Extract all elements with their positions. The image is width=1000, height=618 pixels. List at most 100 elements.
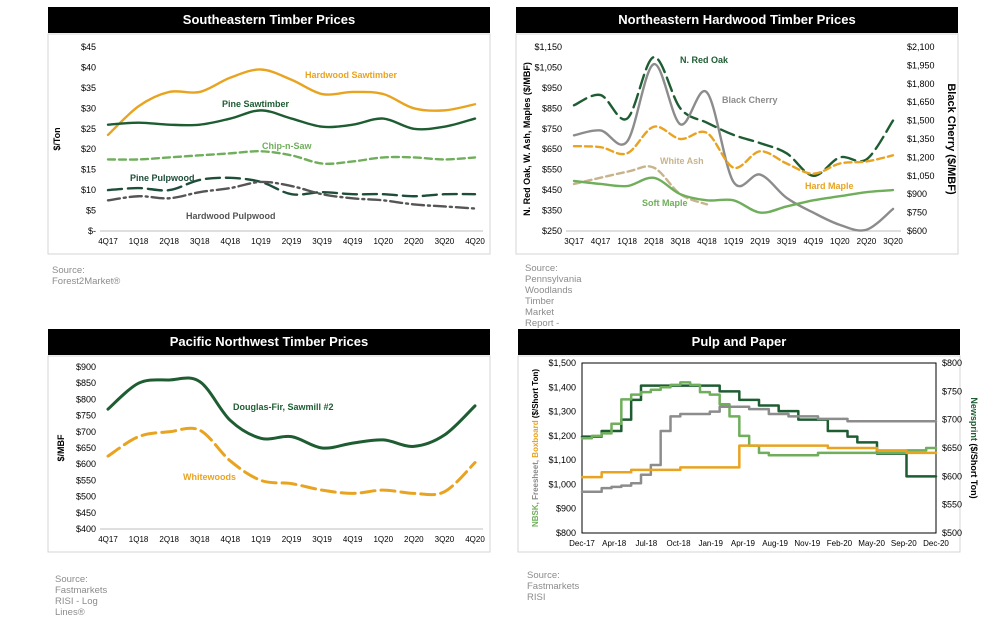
y-tick-label: $450 bbox=[76, 508, 96, 518]
series-line-hard-maple bbox=[572, 125, 895, 175]
series-line-whitewoods bbox=[106, 426, 477, 497]
x-tick-label: Dec-17 bbox=[569, 539, 595, 548]
y-tick-label: $- bbox=[88, 226, 96, 236]
y-axis-label-part: ($/Short Ton) bbox=[531, 369, 540, 421]
x-tick-label: 3Q20 bbox=[435, 237, 455, 246]
series-line-douglas-fir-sawmill-2 bbox=[106, 376, 477, 450]
y-tick-label: $800 bbox=[556, 528, 576, 538]
y-tick-label: $850 bbox=[542, 103, 562, 113]
y-tick-label: $1,400 bbox=[548, 382, 576, 392]
y-tick-label: $1,500 bbox=[548, 358, 576, 368]
x-tick-label: 3Q19 bbox=[312, 237, 332, 246]
y-tick-label: $350 bbox=[542, 206, 562, 216]
x-tick-label: 3Q17 bbox=[564, 237, 584, 246]
x-tick-label: Oct-18 bbox=[667, 539, 692, 548]
y-axis-label: $/Ton bbox=[52, 127, 62, 150]
x-tick-label: Jan-19 bbox=[698, 539, 723, 548]
x-tick-label: 4Q17 bbox=[98, 535, 118, 544]
y-tick-label: $750 bbox=[542, 124, 562, 134]
x-tick-label: 2Q20 bbox=[857, 237, 877, 246]
y-tick-label: $500 bbox=[76, 492, 96, 502]
x-tick-label: 1Q19 bbox=[724, 237, 744, 246]
x-tick-label: 3Q18 bbox=[190, 535, 210, 544]
series-label: Whitewoods bbox=[183, 472, 236, 482]
series-line-pine-sawtimber bbox=[106, 109, 477, 131]
y-axis-label: N. Red Oak, W. Ash, Maples ($/MBF) bbox=[522, 62, 532, 216]
x-tick-label: 4Q18 bbox=[221, 535, 241, 544]
y2-tick-label: $1,800 bbox=[907, 79, 935, 89]
y-tick-label: $250 bbox=[542, 226, 562, 236]
x-tick-label: 4Q18 bbox=[697, 237, 717, 246]
x-tick-label: 4Q20 bbox=[465, 237, 485, 246]
series-line-hardwood-pulpwood bbox=[106, 180, 477, 210]
y-tick-label: $15 bbox=[81, 165, 96, 175]
y-tick-label: $400 bbox=[76, 524, 96, 534]
x-tick-label: 4Q19 bbox=[343, 237, 363, 246]
y-tick-label: $950 bbox=[542, 83, 562, 93]
y-tick-label: $1,000 bbox=[548, 479, 576, 489]
y2-tick-label: $700 bbox=[942, 415, 962, 425]
y2-tick-label: $650 bbox=[942, 443, 962, 453]
series-line-newsprint bbox=[580, 384, 938, 478]
y-tick-label: $550 bbox=[76, 475, 96, 485]
x-tick-label: 3Q19 bbox=[312, 535, 332, 544]
series-line-hardwood-sawtimber bbox=[106, 68, 477, 137]
southeastern-chart: $- $5 $10 $15 $20 $25 $30 $35 $40 $45 4Q17 1Q18 2Q18… bbox=[47, 33, 491, 255]
x-tick-label: 2Q18 bbox=[644, 237, 664, 246]
series-line-pine-pulpwood bbox=[106, 176, 477, 198]
x-tick-label: 4Q19 bbox=[803, 237, 823, 246]
y-tick-label: $650 bbox=[76, 443, 96, 453]
chart-source: Source: Fastmarkets RISI - Log Lines® bbox=[55, 574, 108, 618]
series-label: Pine Pulpwood bbox=[130, 173, 195, 183]
y2-axis-label: Black Cherry ($/MBF) bbox=[945, 83, 957, 195]
y-tick-label: $550 bbox=[542, 165, 562, 175]
y-tick-label: $1,300 bbox=[548, 407, 576, 417]
chart-source: Source: Fastmarkets RISI bbox=[527, 570, 580, 603]
x-tick-label: Jul-18 bbox=[635, 539, 657, 548]
y2-tick-label: $800 bbox=[942, 358, 962, 368]
y2-axis-label-part: ($/Short Ton) bbox=[969, 441, 979, 499]
y-axis-label: NBSK, Freesheet, Boxboard ($/Short Ton) bbox=[531, 369, 540, 527]
series-line-black-cherry bbox=[572, 62, 895, 232]
x-tick-label: 1Q19 bbox=[251, 535, 271, 544]
y-tick-label: $1,100 bbox=[548, 455, 576, 465]
x-tick-label: May-20 bbox=[858, 539, 885, 548]
series-label: N. Red Oak bbox=[680, 55, 729, 65]
pacific-northwest-chart: $400 $450 $500 $550 $600 $650 $700 $750 $800 $850… bbox=[47, 355, 491, 553]
y-tick-label: $700 bbox=[76, 427, 96, 437]
y-tick-label: $650 bbox=[542, 144, 562, 154]
y2-tick-label: $1,200 bbox=[907, 152, 935, 162]
x-tick-label: Sep-20 bbox=[891, 539, 917, 548]
x-tick-label: 3Q20 bbox=[883, 237, 903, 246]
y2-tick-label: $1,350 bbox=[907, 134, 935, 144]
y-tick-label: $1,150 bbox=[534, 42, 562, 52]
x-tick-label: 4Q19 bbox=[343, 535, 363, 544]
x-tick-label: 4Q20 bbox=[465, 535, 485, 544]
y2-tick-label: $500 bbox=[942, 528, 962, 538]
y2-tick-label: $750 bbox=[942, 386, 962, 396]
x-tick-label: 1Q18 bbox=[617, 237, 637, 246]
y2-axis-label-part: Newsprint bbox=[969, 397, 979, 441]
series-line-chip-n-saw bbox=[106, 150, 477, 165]
series-label: Hardwood Pulpwood bbox=[186, 211, 276, 221]
series-label: Black Cherry bbox=[722, 95, 778, 105]
y-tick-label: $900 bbox=[76, 362, 96, 372]
x-tick-label: Feb-20 bbox=[827, 539, 853, 548]
y-tick-label: $30 bbox=[81, 103, 96, 113]
x-tick-label: 1Q18 bbox=[129, 237, 149, 246]
y2-tick-label: $750 bbox=[907, 208, 927, 218]
chart-frame bbox=[515, 33, 959, 255]
y-tick-label: $750 bbox=[76, 411, 96, 421]
y2-tick-label: $1,500 bbox=[907, 116, 935, 126]
x-tick-label: 1Q20 bbox=[373, 237, 393, 246]
x-tick-label: 2Q19 bbox=[282, 237, 302, 246]
y-tick-label: $45 bbox=[81, 42, 96, 52]
x-tick-label: 2Q18 bbox=[159, 535, 179, 544]
x-tick-label: 2Q19 bbox=[282, 535, 302, 544]
y2-tick-label: $2,100 bbox=[907, 42, 935, 52]
y2-tick-label: $1,050 bbox=[907, 171, 935, 181]
y-tick-label: $850 bbox=[76, 378, 96, 388]
northeastern-chart: $250 $350 $450 $550 $650 $750 $850 $950 $1,050 $1… bbox=[515, 33, 959, 255]
series-line-soft-maple bbox=[572, 176, 895, 214]
y2-tick-label: $600 bbox=[942, 471, 962, 481]
